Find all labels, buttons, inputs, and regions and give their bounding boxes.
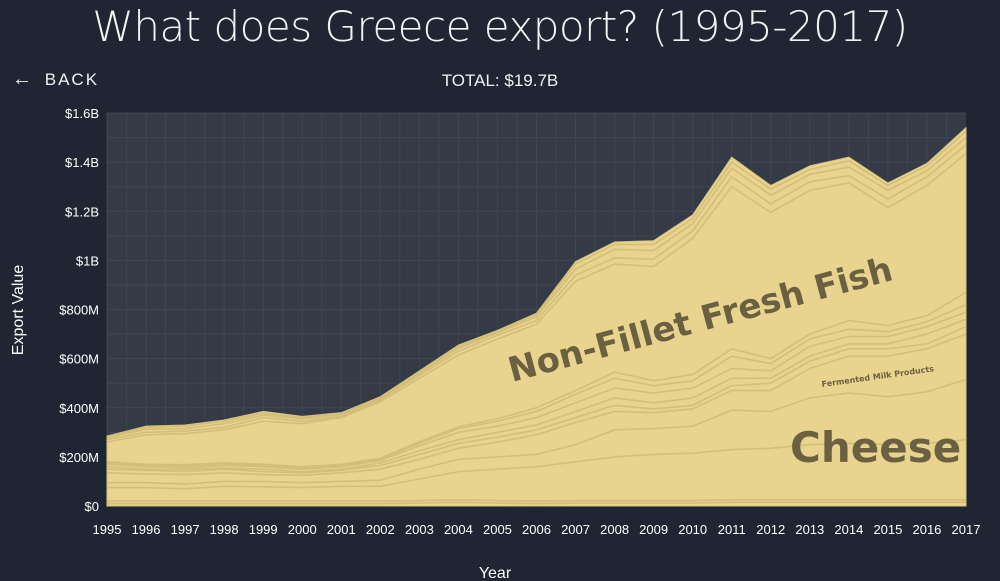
band-line-10: [106, 152, 967, 443]
chart-title: What does Greece export? (1995-2017): [92, 2, 908, 51]
band-lines: [106, 130, 967, 505]
y-axis-label: Export Value: [10, 265, 27, 356]
x-tick-label: 2012: [756, 522, 785, 537]
y-tick-label: $1.2B: [65, 204, 99, 219]
x-tick-label: 1997: [171, 522, 200, 537]
x-tick-label: 2013: [795, 522, 824, 537]
x-tick-label: 2015: [873, 522, 902, 537]
x-tick-label: 2007: [561, 522, 590, 537]
band-line-8: [106, 303, 967, 469]
y-tick-label: $1B: [76, 253, 99, 268]
x-tick-label: 2014: [834, 522, 863, 537]
back-label: BACK: [44, 70, 100, 89]
x-tick-label: 2011: [718, 522, 746, 537]
y-axis-ticks: $0 $200M $400M $600M $800M $1B $1.2B $1.4B $1.6B: [59, 106, 99, 514]
x-tick-label: 1996: [132, 522, 161, 537]
x-tick-label: 2017: [952, 522, 981, 537]
band-line-7: [106, 311, 967, 470]
y-tick-label: $0: [85, 499, 99, 514]
y-tick-label: $400M: [59, 401, 99, 416]
y-tick-label: $1.4B: [65, 155, 99, 170]
x-axis-label: Year: [479, 565, 512, 581]
x-tick-label: 2008: [600, 522, 629, 537]
x-tick-label: 1995: [93, 522, 122, 537]
x-tick-label: 2010: [678, 522, 707, 537]
band-line-5: [106, 325, 967, 474]
band-line-3: [107, 378, 967, 485]
band-line-9: [106, 291, 967, 468]
x-tick-label: 2000: [288, 522, 317, 537]
band-line-12: [106, 136, 967, 439]
band-line-2: [107, 438, 967, 490]
x-tick-label: 2006: [522, 522, 551, 537]
band-line-6: [106, 318, 967, 473]
y-tick-label: $800M: [59, 303, 99, 318]
band-line-0: [107, 501, 966, 505]
x-tick-label: 2002: [366, 522, 395, 537]
x-tick-label: 2004: [444, 522, 473, 537]
band-line-1: [107, 499, 966, 502]
y-tick-label: $1.6B: [65, 106, 99, 121]
band-line-13: [106, 130, 967, 438]
band-line-4: [106, 333, 967, 477]
x-tick-label: 2003: [405, 522, 434, 537]
y-tick-label: $200M: [59, 450, 99, 465]
left-arrow-icon: ←: [12, 68, 34, 90]
back-button[interactable]: ← BACK: [12, 68, 99, 91]
band-line-11: [106, 144, 967, 441]
y-tick-label: $600M: [59, 352, 99, 367]
x-tick-label: 2005: [483, 522, 512, 537]
x-tick-label: 2009: [639, 522, 668, 537]
total-value: TOTAL: $19.7B: [441, 71, 559, 90]
x-tick-label: 1998: [210, 522, 239, 537]
x-tick-label: 2001: [327, 522, 356, 537]
area-label-cheese: Cheese: [790, 423, 961, 472]
x-tick-label: 2016: [912, 522, 941, 537]
x-tick-label: 1999: [249, 522, 278, 537]
x-axis-ticks: 1995 1996 1997 1998 1999 2000 2001 2002 2003 2004…: [93, 522, 981, 537]
